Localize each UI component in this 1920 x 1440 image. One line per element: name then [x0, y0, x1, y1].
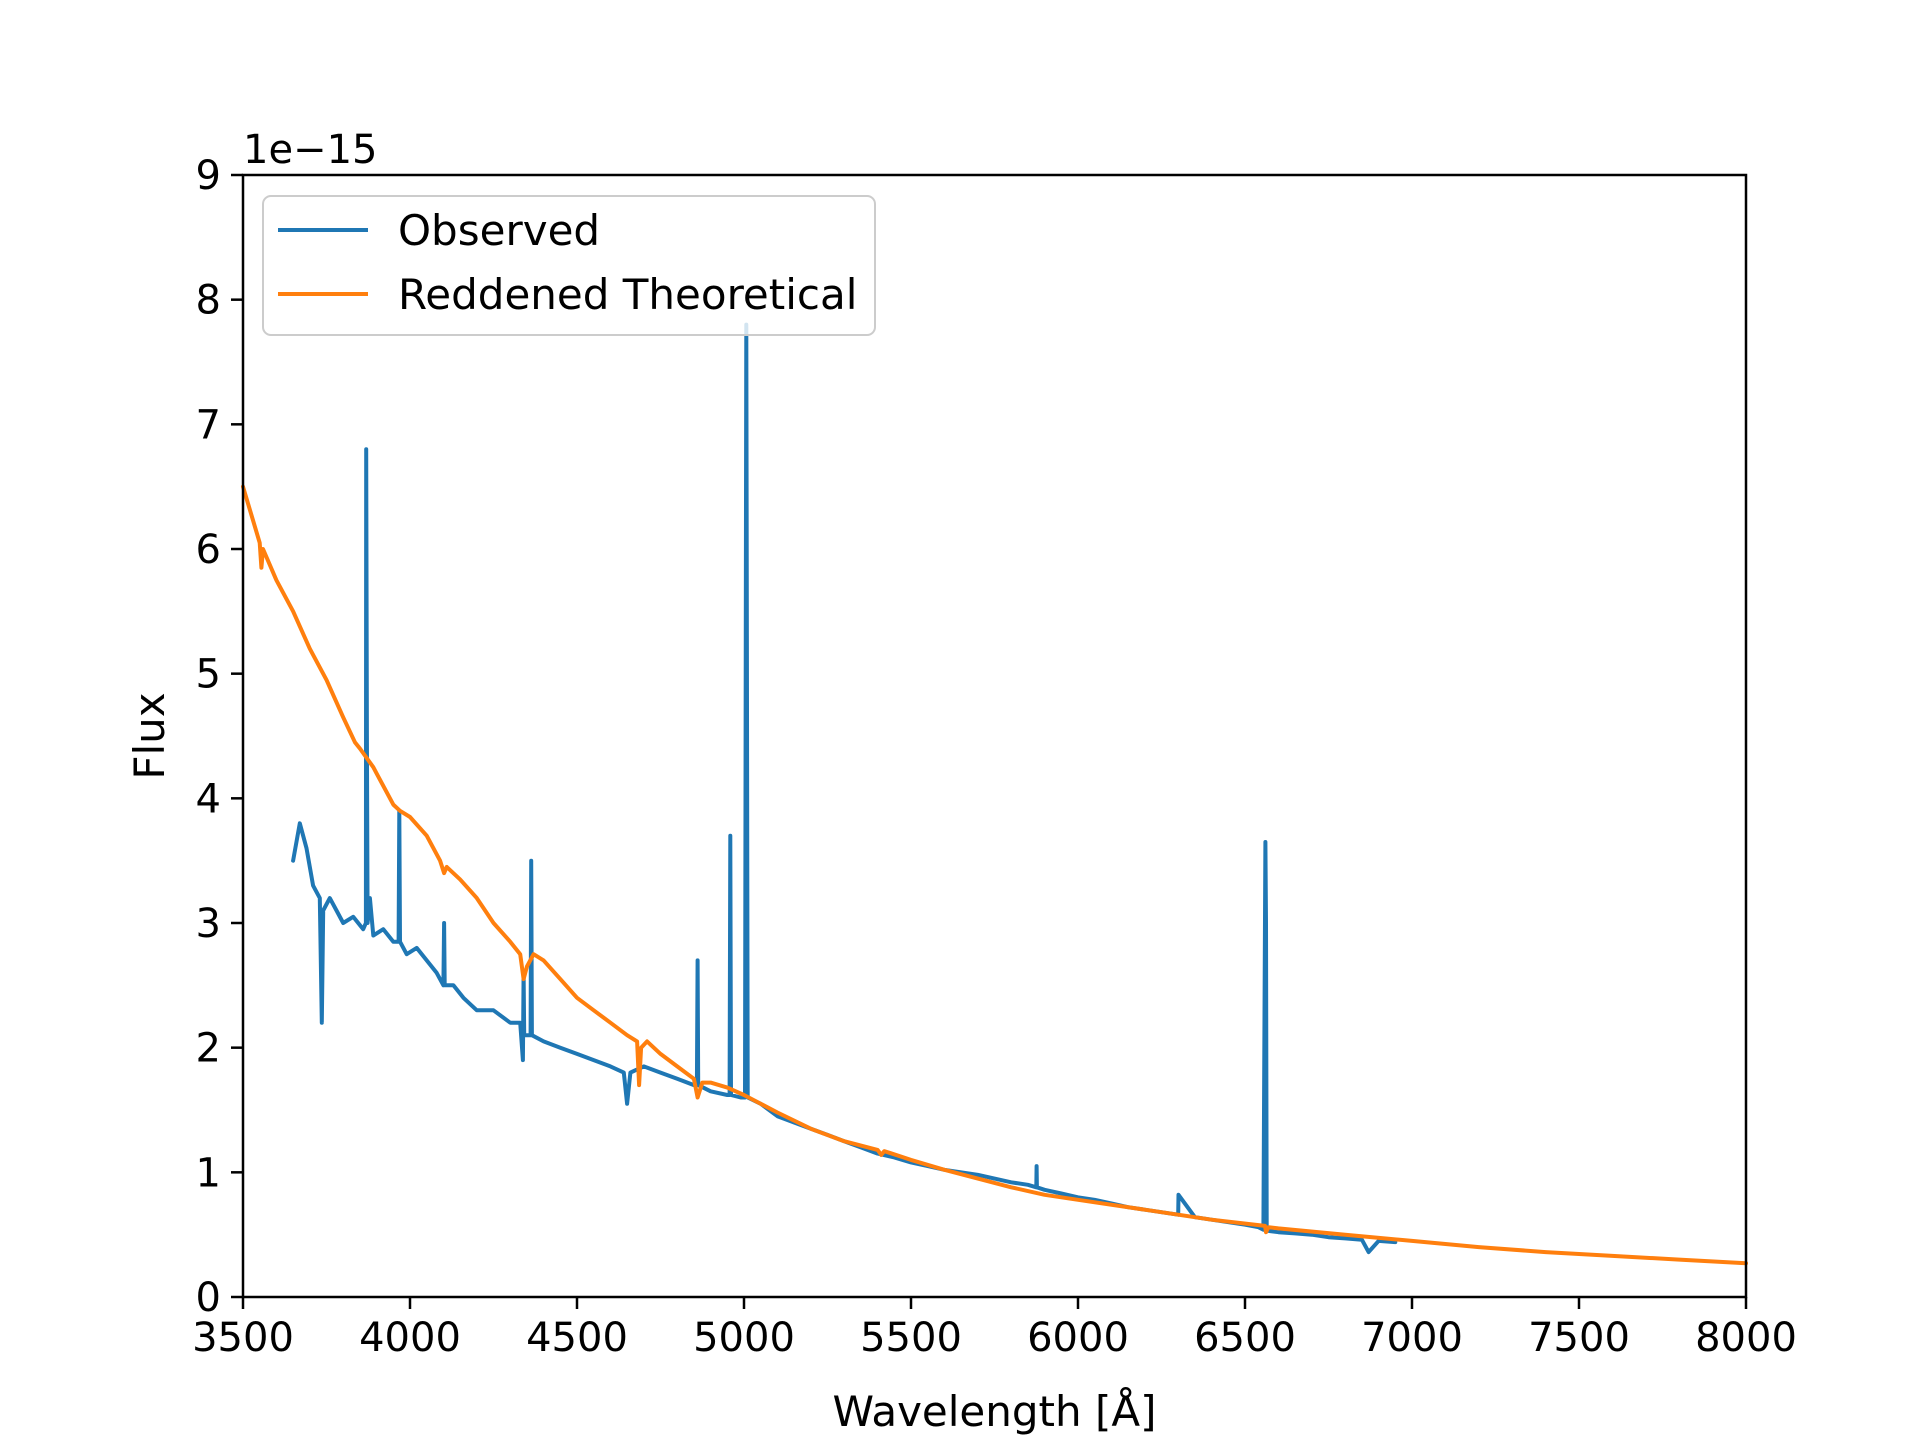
series-line-reddened-theoretical [241, 484, 1748, 1266]
x-tick-label: 5500 [860, 1315, 962, 1361]
x-tick-label: 5000 [693, 1315, 795, 1361]
x-tick-label: 3500 [192, 1315, 294, 1361]
axes-frame [241, 173, 1748, 1299]
y-tick-label: 3 [196, 901, 221, 947]
x-tick-label: 7500 [1528, 1315, 1630, 1361]
y-tick-label: 2 [196, 1026, 221, 1072]
legend-label-observed: Observed [398, 206, 600, 255]
y-tick-label: 4 [196, 776, 221, 822]
y-tick-label: 8 [196, 278, 221, 324]
y-offset-label: 1e−15 [243, 127, 377, 173]
x-tick-label: 6000 [1027, 1315, 1129, 1361]
series-line-observed [291, 322, 1398, 1255]
y-tick-label: 9 [196, 153, 221, 199]
series-layer [241, 322, 1748, 1266]
x-tick-label: 8000 [1695, 1315, 1797, 1361]
y-tick-label: 7 [196, 402, 221, 448]
y-tick-label: 0 [196, 1275, 221, 1321]
x-tick-label: 4500 [526, 1315, 628, 1361]
x-tick-label: 4000 [359, 1315, 461, 1361]
x-axis-label: Wavelength [Å] [832, 1386, 1156, 1436]
y-tick-label: 1 [196, 1150, 221, 1196]
y-axis-ticks: 0 1 2 3 4 5 6 7 8 9 [196, 153, 243, 1321]
y-tick-label: 6 [196, 527, 221, 573]
legend: Observed Reddened Theoretical [262, 195, 876, 336]
legend-label-reddened-theoretical: Reddened Theoretical [398, 270, 857, 319]
plot-area [241, 322, 1748, 1266]
legend-box [262, 195, 876, 336]
y-tick-label: 5 [196, 652, 221, 698]
y-axis-label: Flux [125, 692, 174, 779]
x-tick-label: 6500 [1194, 1315, 1296, 1361]
x-axis-ticks: 3500 4000 4500 5000 5500 6000 6500 7000 7500 8000 [192, 1297, 1797, 1361]
x-tick-label: 7000 [1361, 1315, 1463, 1361]
